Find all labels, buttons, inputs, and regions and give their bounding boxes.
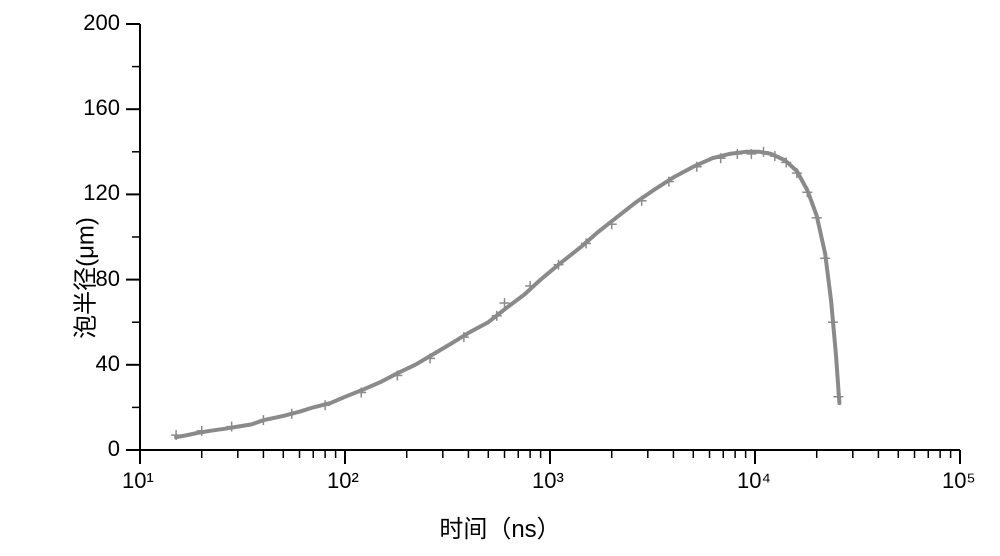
- chart-container: 泡半径(μm) 时间（ns） 0408012016020010¹10²10³10…: [0, 0, 1000, 556]
- x-tick-label: 10²: [327, 468, 359, 494]
- x-tick-label: 10⁴: [737, 468, 771, 494]
- y-tick-label: 80: [96, 266, 120, 292]
- x-tick-label: 10³: [532, 468, 564, 494]
- y-tick-label: 160: [83, 95, 120, 121]
- x-tick-label: 10⁵: [942, 468, 976, 494]
- x-tick-label: 10¹: [122, 468, 154, 494]
- y-tick-label: 200: [83, 10, 120, 36]
- y-tick-label: 40: [96, 351, 120, 377]
- y-tick-label: 0: [108, 436, 120, 462]
- y-tick-label: 120: [83, 180, 120, 206]
- x-axis-label: 时间（ns）: [439, 509, 560, 544]
